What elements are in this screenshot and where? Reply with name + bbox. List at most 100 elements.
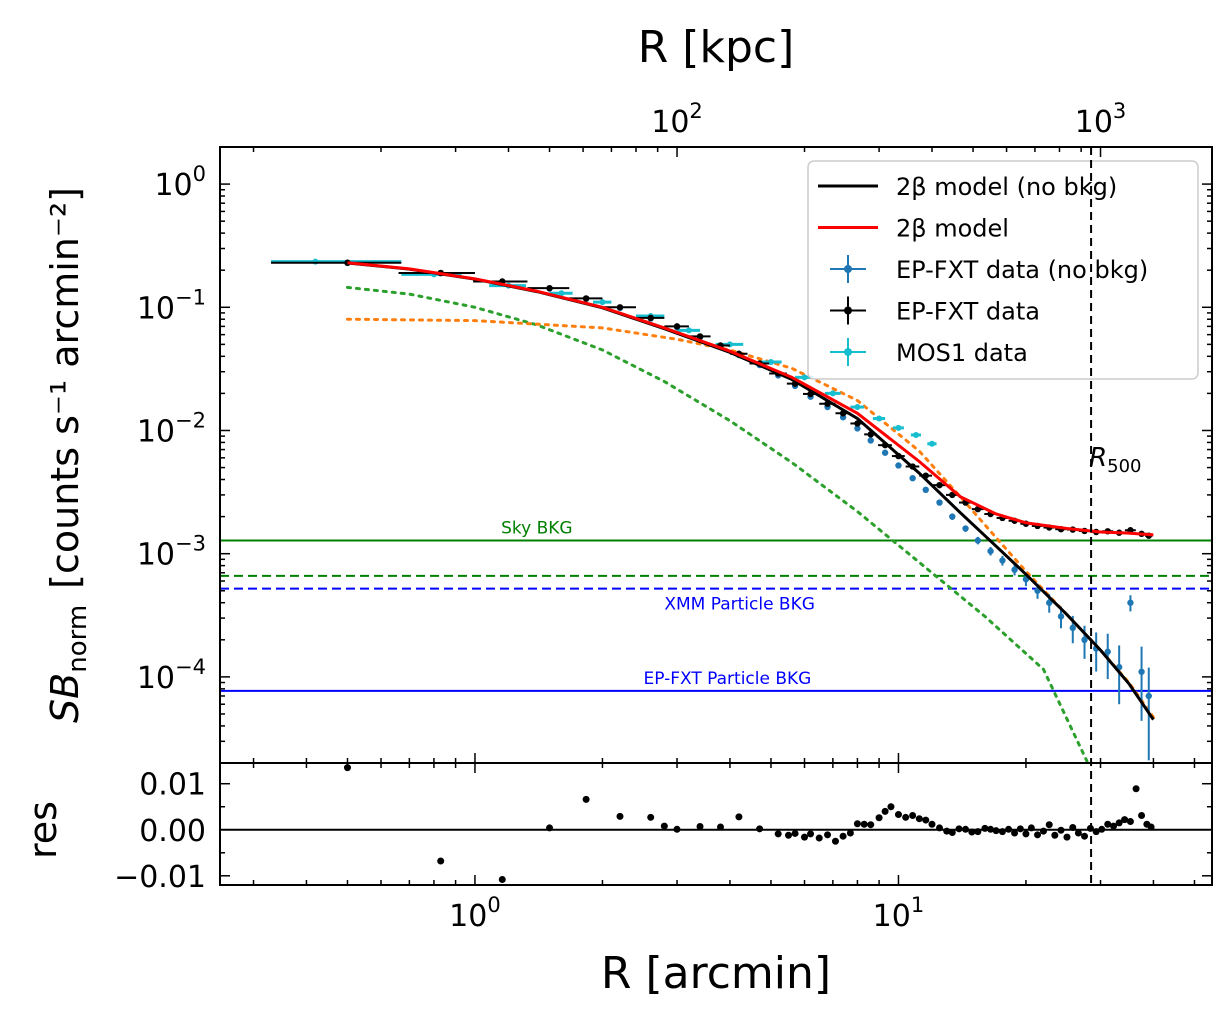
epfxt-nobkg-point	[949, 513, 956, 520]
residual-point	[546, 824, 554, 832]
x-axis-title: R [arcmin]	[601, 948, 831, 999]
y-tick-label-exp: −4	[175, 655, 206, 679]
residual-point	[616, 812, 624, 820]
legend-label-3: EP-FXT data	[896, 298, 1040, 326]
residual-point	[1115, 819, 1123, 827]
residual-point	[582, 795, 590, 803]
residual-point	[846, 829, 854, 837]
epfxt-nobkg-point	[1046, 599, 1053, 606]
y-tick-label-exp: 0	[193, 162, 206, 186]
top-x-axis-title: R [kpc]	[638, 22, 795, 73]
mos1-point	[876, 415, 883, 422]
model-line-1	[347, 261, 1154, 537]
residual-point	[647, 813, 655, 821]
residual-point	[1132, 785, 1140, 793]
epfxt-nobkg-point	[1104, 648, 1111, 655]
top-x-tick-label-base: 10	[651, 105, 689, 140]
residual-point	[717, 823, 725, 831]
residual-point	[1057, 826, 1065, 834]
y-tick-label-base: 10	[137, 414, 175, 449]
epfxt-nobkg-point	[1145, 692, 1152, 700]
epfxt-nobkg-point	[999, 557, 1006, 564]
epfxt-point	[936, 481, 943, 489]
epfxt-point	[949, 491, 956, 499]
legend-swatch-dot-4	[844, 348, 852, 356]
bkg-label-3: EP-FXT Particle BKG	[643, 669, 811, 689]
residual-point	[948, 829, 956, 837]
epfxt-point	[696, 333, 704, 340]
epfxt-nobkg-point	[1011, 566, 1018, 573]
residual-point	[1051, 831, 1059, 839]
residual-point	[894, 811, 902, 819]
epfxt-nobkg-point	[1069, 624, 1076, 632]
mos1-point	[726, 341, 733, 348]
r500-label-main: R	[1089, 443, 1107, 473]
legend-label-4: MOS1 data	[896, 339, 1028, 367]
residual-plot-panel	[220, 764, 1212, 883]
top-x-tick-label-exp: 2	[689, 99, 702, 123]
epfxt-nobkg-point	[867, 437, 874, 444]
y-tick-label-4: 10−4	[137, 655, 206, 696]
epfxt-point	[616, 304, 624, 311]
main-plot-panel: Sky BKG XMM Particle BKG EP-FXT Particle B…	[220, 258, 1212, 763]
residual-point	[955, 825, 963, 833]
y-tick-label-3: 10−3	[137, 532, 206, 573]
residual-point	[998, 828, 1006, 836]
y-tick-label-0: 100	[154, 162, 206, 203]
residual-point	[943, 827, 951, 835]
component-line-1	[346, 285, 1090, 763]
residual-point	[498, 875, 506, 883]
x-tick-label-base: 10	[449, 899, 487, 934]
y-tick-label-1: 10−1	[137, 285, 206, 326]
epfxt-nobkg-point	[1057, 613, 1065, 620]
y-tick-label-base: 10	[137, 291, 175, 326]
residual-point	[437, 857, 445, 865]
residual-point	[1039, 827, 1047, 835]
x-tick-label-exp: 1	[911, 893, 924, 917]
mos1-point	[928, 440, 935, 447]
residual-plot-clip	[220, 764, 1212, 883]
residual-point	[875, 814, 883, 822]
epfxt-nobkg-point	[854, 425, 861, 432]
epfxt-nobkg-point	[1138, 668, 1145, 675]
residual-point	[1016, 825, 1024, 833]
residual-point	[1074, 829, 1082, 837]
residual-point	[915, 815, 923, 823]
top-x-tick-label-1: 103	[1075, 99, 1127, 140]
epfxt-point	[647, 314, 654, 322]
residual-point	[887, 803, 895, 811]
y-axis-title: SBnorm [counts s⁻¹ arcmin⁻²]	[43, 187, 93, 723]
residual-point	[936, 824, 944, 832]
residual-point	[1063, 833, 1071, 841]
residual-point	[1045, 821, 1053, 829]
residual-point	[831, 837, 839, 845]
residual-point	[696, 823, 704, 831]
y-axis-title-prefix: SB	[43, 673, 87, 723]
residual-point	[968, 828, 976, 836]
mos1-point	[829, 390, 836, 397]
residual-point	[1034, 831, 1042, 839]
residual-point	[928, 820, 936, 828]
legend-box	[807, 160, 1199, 380]
residual-point	[756, 825, 764, 833]
epfxt-point	[582, 295, 590, 302]
residual-point	[774, 830, 782, 838]
residual-point	[801, 833, 809, 841]
x-tick-label-base: 10	[873, 899, 911, 934]
y-tick-label-base: 10	[154, 168, 192, 203]
legend-swatch-dot-2	[844, 265, 852, 273]
epfxt-nobkg-point	[936, 499, 943, 506]
y-tick-label-base: 10	[137, 538, 175, 573]
mos1-point	[801, 374, 808, 381]
residual-point	[902, 813, 910, 821]
epfxt-nobkg-point	[1127, 599, 1134, 606]
y-tick-label-2: 10−2	[137, 408, 206, 449]
bkg-label-0: Sky BKG	[501, 518, 572, 538]
epfxt-nobkg-point	[1081, 636, 1088, 643]
residual-point	[1069, 823, 1077, 831]
main-plot-clip	[220, 258, 1212, 763]
epfxt-nobkg-point	[922, 486, 929, 494]
epfxt-nobkg-point	[881, 449, 889, 456]
residual-point	[807, 830, 815, 838]
residual-point	[1104, 820, 1112, 828]
